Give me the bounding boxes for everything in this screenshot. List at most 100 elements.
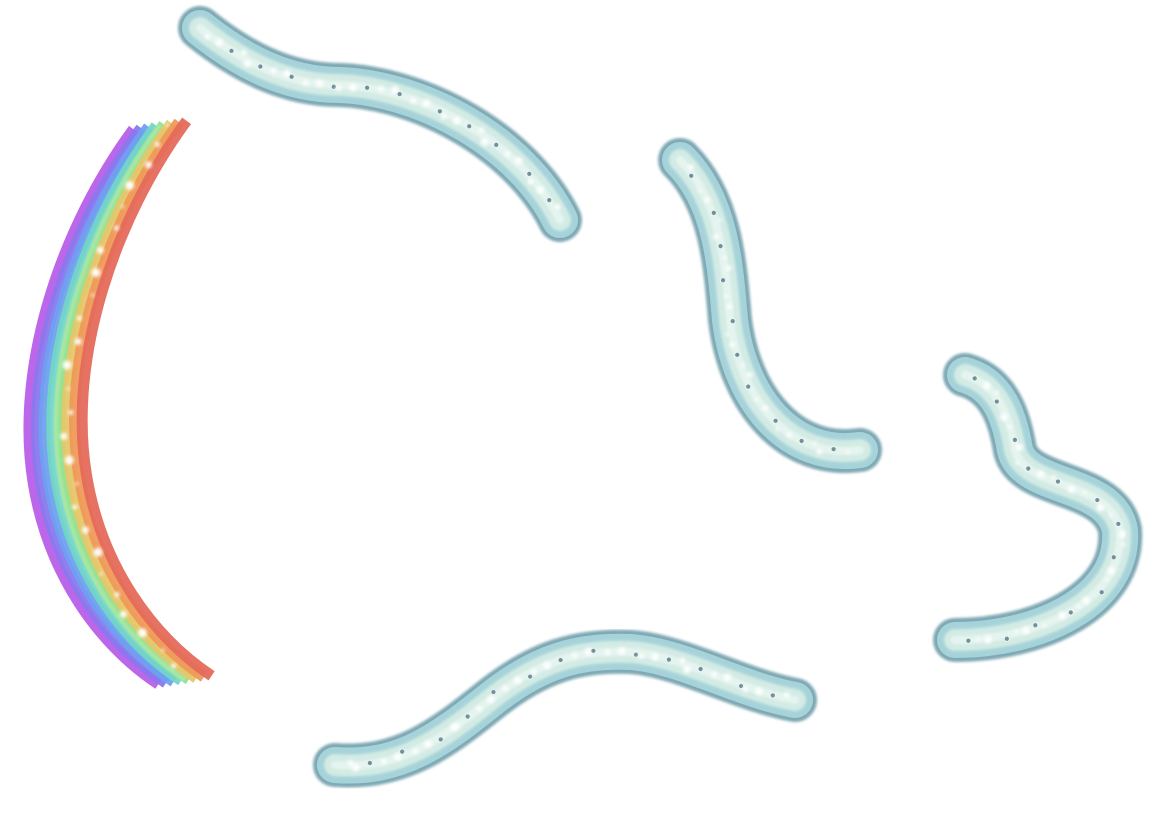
sparkle: [393, 752, 402, 761]
bead: [632, 651, 640, 658]
sparkle: [1015, 443, 1024, 451]
sparkle: [754, 397, 759, 402]
bead: [737, 682, 745, 690]
sparkle: [1096, 503, 1105, 512]
sparkle: [204, 34, 211, 40]
bead: [1067, 609, 1074, 616]
sparkle: [215, 38, 224, 47]
sparkle: [711, 671, 717, 678]
sparkle: [1076, 604, 1081, 609]
sparkle: [995, 390, 1000, 395]
sparkle: [302, 80, 309, 86]
sparkle: [487, 695, 495, 704]
tube-top: [170, 0, 590, 250]
sparkle: [119, 610, 127, 618]
bead: [769, 692, 776, 699]
sparkle: [775, 427, 780, 432]
sparkle: [683, 665, 691, 674]
sparkle: [723, 673, 732, 682]
sparkle: [783, 692, 790, 698]
sparkle: [527, 179, 534, 185]
bead: [745, 383, 752, 390]
sparkle: [349, 83, 357, 92]
sparkle: [726, 303, 733, 310]
rainbow-band: [46, 122, 185, 686]
sparkle: [1118, 530, 1127, 538]
sparkle: [704, 197, 710, 203]
sparkle: [121, 205, 125, 209]
sparkle: [717, 218, 722, 222]
sparkle: [697, 188, 702, 193]
sparkle: [755, 687, 763, 696]
sparkle: [452, 722, 460, 731]
sparkle: [171, 663, 177, 669]
bead: [228, 47, 235, 54]
sparkle: [816, 448, 823, 455]
sparkle: [679, 657, 686, 664]
sparkle: [1022, 626, 1030, 635]
sparkle: [125, 180, 135, 190]
bead: [490, 688, 497, 696]
sparkle: [1082, 490, 1087, 495]
sparkle: [62, 360, 72, 370]
bead: [688, 172, 695, 179]
bead: [1032, 622, 1039, 629]
bead: [1110, 554, 1117, 561]
bead: [734, 351, 741, 358]
sparkle: [75, 482, 79, 486]
sparkle: [725, 265, 732, 271]
bead: [1054, 478, 1062, 485]
sparkle: [91, 268, 101, 278]
sparkle: [351, 763, 360, 772]
sparkle: [476, 705, 483, 712]
sparkle: [984, 635, 992, 644]
bead: [466, 123, 473, 130]
bead: [1094, 496, 1101, 504]
sparkle: [531, 669, 537, 675]
sparkle: [60, 432, 68, 440]
sparkle: [1058, 611, 1067, 620]
bead: [1115, 520, 1122, 528]
sparkle: [424, 740, 432, 748]
sparkle: [536, 185, 544, 194]
sparkle: [846, 449, 850, 453]
rainbow-band: [38, 123, 177, 687]
sparkle: [976, 637, 981, 642]
bead: [464, 713, 471, 720]
sparkle: [96, 246, 104, 254]
bead: [1003, 635, 1010, 642]
sparkle: [76, 315, 82, 321]
bead: [257, 63, 264, 70]
sparkle: [729, 341, 735, 348]
sparkle: [554, 204, 561, 210]
rainbow-band: [23, 125, 162, 689]
sparkle: [502, 685, 509, 692]
sparkle: [1105, 577, 1109, 582]
rainbow-bands: [23, 117, 215, 689]
tube-middle: [650, 130, 890, 482]
sparkle: [543, 661, 551, 670]
bead: [526, 170, 533, 177]
sparkle: [604, 649, 611, 656]
sparkle: [1014, 630, 1019, 634]
sparkle: [74, 338, 82, 346]
sparkle: [1008, 424, 1012, 429]
rainbow-band: [69, 118, 208, 682]
sparkle: [165, 123, 169, 127]
sparkle: [381, 758, 387, 765]
sparkle: [441, 113, 447, 120]
bead: [665, 656, 672, 663]
sparkle: [66, 387, 70, 391]
sparkle: [99, 572, 103, 576]
sparkle: [1107, 566, 1116, 575]
sparkle: [378, 85, 384, 92]
sparkle: [722, 255, 727, 260]
sparkle: [513, 676, 522, 685]
bead: [1011, 436, 1019, 443]
sparkle: [114, 592, 120, 598]
sparkle: [161, 648, 165, 652]
sparkle: [813, 441, 817, 446]
sparkle: [137, 628, 147, 638]
sparkle: [1082, 596, 1090, 605]
